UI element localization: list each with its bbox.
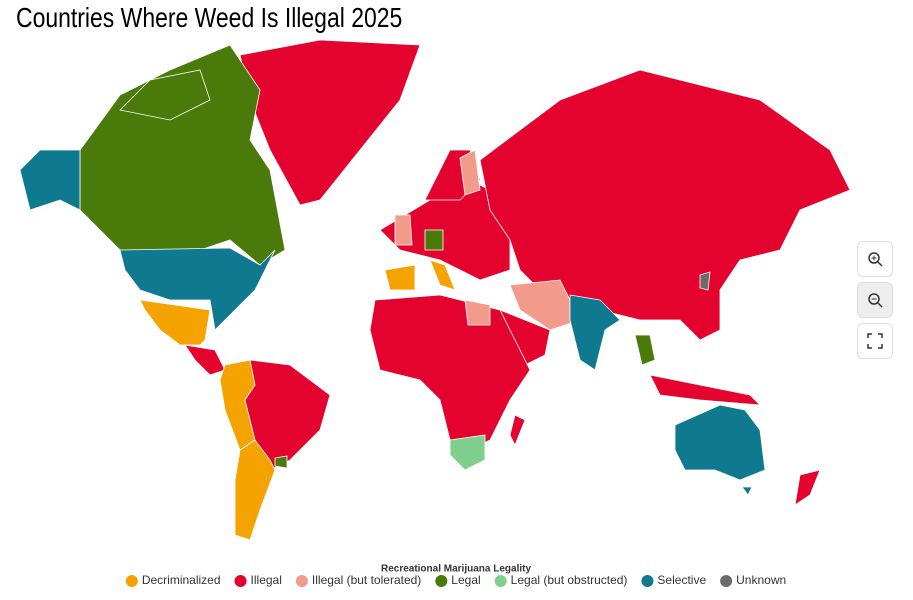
australia (674, 404, 766, 481)
tasmania (741, 486, 753, 496)
zoom-in-icon (868, 252, 883, 267)
southern-cone (234, 439, 276, 541)
russia-asia (479, 69, 851, 341)
regions (19, 39, 851, 541)
korea (699, 271, 711, 291)
legend-swatch (295, 575, 308, 587)
map-title: Countries Where Weed Is Illegal 2025 (16, 2, 403, 33)
iberia (384, 264, 416, 291)
fullscreen-icon (867, 333, 883, 349)
legend: Decriminalized Illegal Illegal (but tolera… (125, 573, 786, 587)
central-america (184, 344, 226, 376)
legend-label: Decriminalized (142, 573, 221, 587)
uk (394, 214, 413, 246)
finland (459, 149, 481, 196)
iran-region (509, 279, 581, 331)
uruguay (274, 455, 288, 469)
south-africa (449, 434, 486, 471)
germany (424, 229, 444, 251)
legend-swatch (125, 575, 138, 587)
thailand (634, 334, 656, 366)
fullscreen-button[interactable] (857, 323, 893, 359)
legend-label: Selective (657, 573, 706, 587)
legend-label: Illegal (251, 573, 282, 587)
arctic-islands (119, 69, 211, 121)
usa (119, 247, 276, 331)
legend-label: Legal (451, 573, 480, 587)
india (569, 294, 621, 371)
legend-swatch (435, 575, 448, 587)
legend-label: Legal (but obstructed) (511, 573, 628, 587)
zoom-out-icon (868, 293, 883, 308)
zoom-out-button[interactable] (857, 282, 893, 318)
zoom-in-button[interactable] (857, 241, 893, 277)
mexico (139, 299, 211, 346)
legend-swatch (720, 575, 733, 587)
legend-swatch (234, 575, 247, 587)
italy (429, 259, 456, 291)
new-zealand (794, 469, 821, 506)
legend-swatch (641, 575, 654, 587)
legend-label: Unknown (736, 573, 786, 587)
indonesia (649, 374, 762, 406)
greenland (239, 39, 421, 206)
madagascar (509, 414, 526, 446)
legend-swatch (494, 575, 507, 587)
egypt (464, 299, 491, 326)
legend-label: Illegal (but tolerated) (312, 573, 421, 587)
alaska (19, 149, 81, 211)
legend-title: Recreational Marijuana Legality (381, 564, 531, 575)
